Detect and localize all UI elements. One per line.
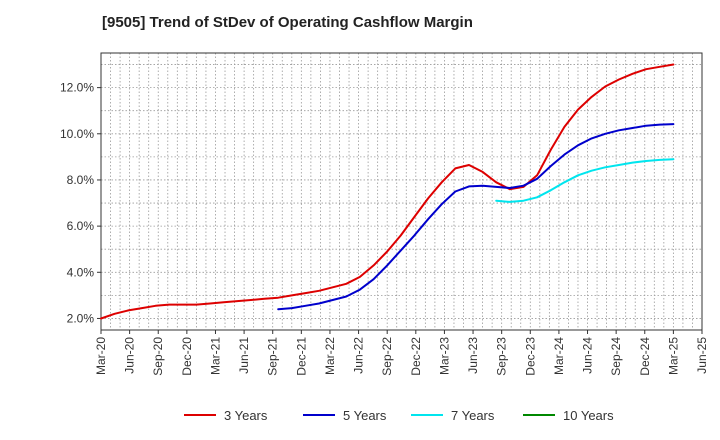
y-tick-label: 10.0% bbox=[60, 127, 94, 141]
x-tick-label: Dec-21 bbox=[294, 337, 308, 376]
x-tick-label: Sep-20 bbox=[151, 337, 165, 376]
y-tick-label: 6.0% bbox=[67, 219, 95, 233]
x-tick-label: Mar-21 bbox=[208, 337, 222, 375]
series-line-5-years bbox=[277, 123, 675, 311]
grid-lines bbox=[101, 53, 702, 330]
legend-label: 7 Years bbox=[451, 408, 495, 423]
legend-label: 10 Years bbox=[563, 408, 614, 423]
x-tick-label: Jun-21 bbox=[237, 337, 251, 374]
chart-title: [9505] Trend of StDev of Operating Cashf… bbox=[102, 14, 473, 31]
series-lines bbox=[100, 63, 675, 320]
series-line-3-years bbox=[100, 63, 675, 320]
y-tick-label: 8.0% bbox=[67, 173, 95, 187]
y-axis-ticks: 2.0% 4.0% 6.0% 8.0% 10.0% 12.0% bbox=[60, 81, 101, 325]
x-tick-label: Dec-20 bbox=[180, 337, 194, 376]
y-tick-label: 4.0% bbox=[67, 265, 95, 279]
x-tick-label: Dec-22 bbox=[409, 337, 423, 376]
y-tick-label: 2.0% bbox=[67, 311, 95, 325]
x-tick-label: Jun-23 bbox=[466, 337, 480, 374]
x-tick-label: Mar-25 bbox=[666, 337, 680, 375]
plot-frame bbox=[100, 52, 703, 331]
legend-label: 3 Years bbox=[224, 408, 268, 423]
x-tick-label: Dec-23 bbox=[523, 337, 537, 376]
x-tick-label: Sep-22 bbox=[380, 337, 394, 376]
x-tick-label: Jun-25 bbox=[695, 337, 709, 374]
x-tick-label: Mar-20 bbox=[94, 337, 108, 375]
x-tick-label: Mar-22 bbox=[323, 337, 337, 375]
x-tick-label: Sep-23 bbox=[495, 337, 509, 376]
x-tick-label: Dec-24 bbox=[638, 337, 652, 376]
x-axis-ticks: Mar-20 Jun-20 Sep-20 Dec-20 Mar-21 Jun-21 Sep-… bbox=[94, 330, 709, 376]
y-tick-label: 12.0% bbox=[60, 81, 94, 95]
x-tick-label: Sep-24 bbox=[609, 337, 623, 376]
series-line-7-years bbox=[495, 158, 675, 203]
legend: 3 Years 5 Years 7 Years 10 Years bbox=[184, 408, 614, 423]
x-tick-label: Mar-23 bbox=[437, 337, 451, 375]
x-tick-label: Jun-22 bbox=[352, 337, 366, 374]
x-tick-label: Jun-24 bbox=[581, 337, 595, 374]
plot-area bbox=[101, 53, 702, 330]
legend-label: 5 Years bbox=[343, 408, 387, 423]
x-tick-label: Jun-20 bbox=[123, 337, 137, 374]
x-tick-label: Mar-24 bbox=[552, 337, 566, 375]
x-tick-label: Sep-21 bbox=[266, 337, 280, 376]
